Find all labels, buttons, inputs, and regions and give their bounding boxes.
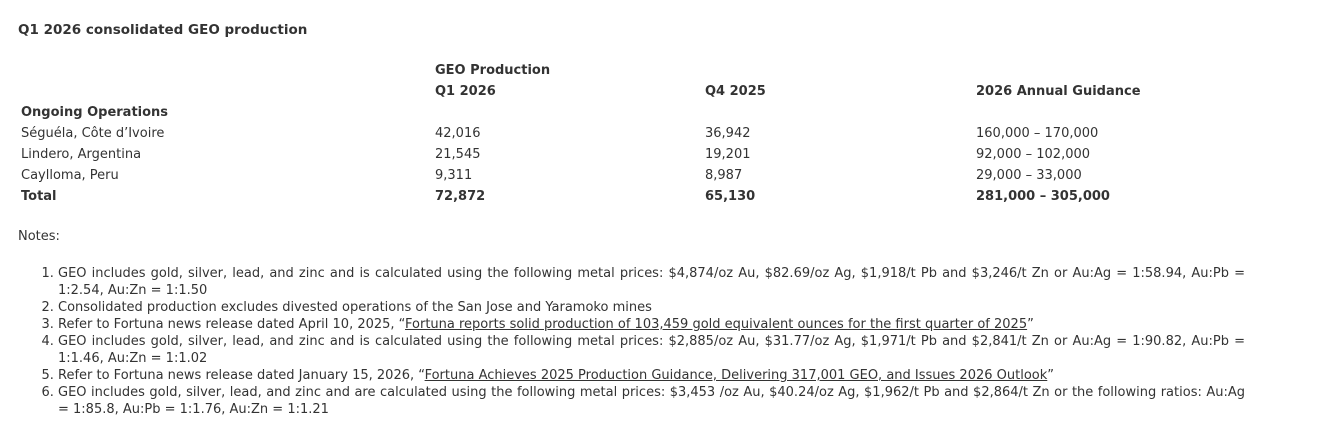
notes-label: Notes:	[18, 229, 60, 244]
cell-value: 160,000 – 170,000	[976, 126, 1099, 141]
note: Refer to Fortuna news release dated Janu…	[58, 367, 1245, 384]
cell-value: 65,130	[705, 189, 756, 204]
note-link[interactable]: Fortuna reports solid production of 103,…	[405, 317, 1028, 332]
note-text: GEO includes gold, silver, lead, and zin…	[58, 385, 1245, 417]
production-table: GEO Production Q1 2026 Q4 2025 2026 Annu…	[18, 60, 1259, 207]
header-group: GEO Production	[435, 63, 551, 78]
note-text: GEO includes gold, silver, lead, and zin…	[58, 266, 1245, 298]
total-row: Total 72,872 65,130 281,000 – 305,000	[18, 186, 1259, 207]
section-row: Ongoing Operations	[18, 102, 1259, 123]
note: Consolidated production excludes diveste…	[58, 299, 1245, 316]
notes-list: GEO includes gold, silver, lead, and zin…	[0, 265, 1245, 418]
cell-value: 29,000 – 33,000	[976, 168, 1082, 183]
cell-value: 19,201	[705, 147, 751, 162]
data-row: Lindero, Argentina 21,545 19,201 92,000 – 1…	[18, 144, 1259, 165]
note-text: GEO includes gold, silver, lead, and zin…	[58, 334, 1245, 366]
row-label: Lindero, Argentina	[21, 147, 142, 162]
column-header: Q4 2025	[705, 84, 766, 99]
cell-value: 8,987	[705, 168, 743, 183]
cell-value: 21,545	[435, 147, 481, 162]
column-header: 2026 Annual Guidance	[976, 84, 1141, 99]
data-row: Caylloma, Peru 9,311 8,987 29,000 – 33,000	[18, 165, 1259, 186]
note-text: ”	[1027, 317, 1034, 332]
cell-value: 42,016	[435, 126, 481, 141]
note: GEO includes gold, silver, lead, and zin…	[58, 333, 1245, 367]
table-body: Séguéla, Côte d’Ivoire 42,016 36,942 160,00…	[18, 123, 1259, 207]
header-row: GEO Production	[18, 60, 1259, 81]
cell-value: 9,311	[435, 168, 473, 183]
cell-value: 92,000 – 102,000	[976, 147, 1091, 162]
row-label: Total	[21, 189, 57, 204]
note: GEO includes gold, silver, lead, and zin…	[58, 265, 1245, 299]
header-row: Q1 2026 Q4 2025 2026 Annual Guidance	[18, 81, 1259, 102]
data-row: Séguéla, Côte d’Ivoire 42,016 36,942 160,00…	[18, 123, 1259, 144]
note-text: Refer to Fortuna news release dated Apri…	[58, 317, 406, 332]
cell-value: 72,872	[435, 189, 486, 204]
column-header: Q1 2026	[435, 84, 496, 99]
note: GEO includes gold, silver, lead, and zin…	[58, 384, 1245, 418]
note: Refer to Fortuna news release dated Apri…	[58, 316, 1245, 333]
cell-value: 281,000 – 305,000	[976, 189, 1110, 204]
row-label: Séguéla, Côte d’Ivoire	[21, 126, 165, 141]
section-label: Ongoing Operations	[21, 105, 169, 120]
row-label: Caylloma, Peru	[21, 168, 119, 183]
note-text: ”	[1047, 368, 1055, 383]
cell-value: 36,942	[705, 126, 751, 141]
title: Q1 2026 consolidated GEO production	[18, 22, 308, 38]
note-text: Consolidated production excludes diveste…	[58, 300, 652, 315]
note-link[interactable]: Fortuna Achieves 2025 Production Guidanc…	[424, 368, 1048, 383]
note-text: Refer to Fortuna news release dated Janu…	[58, 368, 425, 383]
